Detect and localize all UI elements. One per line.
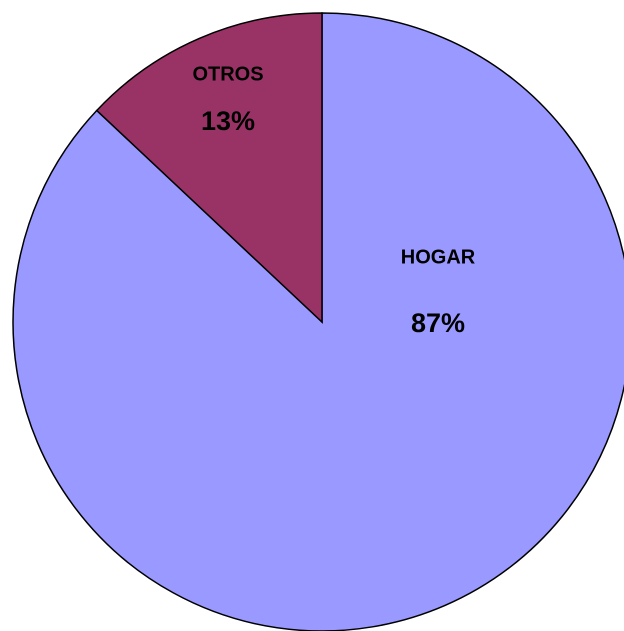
slice-name: HOGAR	[401, 246, 476, 268]
slice-name: OTROS	[192, 63, 263, 85]
pie-slice	[95, 12, 323, 324]
pie-slice	[12, 12, 624, 631]
slice-value-label: 13%	[201, 106, 255, 136]
slice-value-label: 87%	[411, 308, 465, 338]
